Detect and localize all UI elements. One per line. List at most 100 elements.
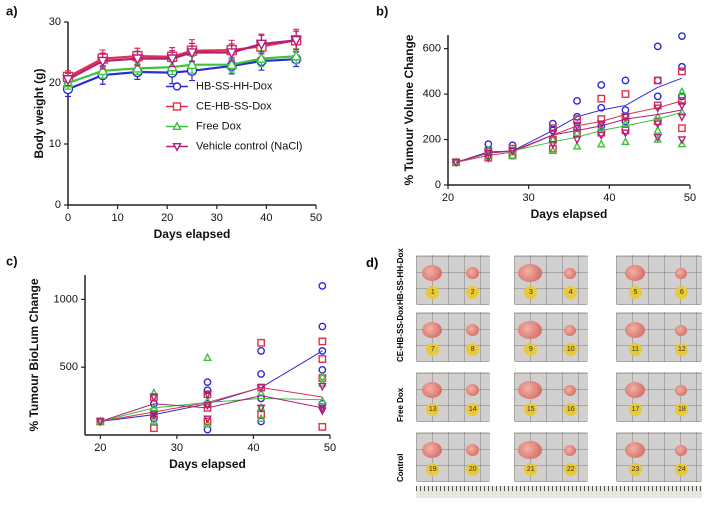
data-point <box>97 56 109 68</box>
replicate-point <box>149 393 159 403</box>
panel-label: a) <box>6 3 18 18</box>
tumour <box>465 384 479 396</box>
data-point <box>255 52 268 63</box>
tag: 17 <box>628 403 642 416</box>
replicate-point <box>653 125 663 134</box>
x-axis-title: Days elapsed <box>154 227 231 241</box>
tag: 4 <box>564 286 578 299</box>
tumour <box>675 324 688 336</box>
tag: 24 <box>675 463 689 476</box>
replicate-point <box>653 134 663 143</box>
photo: 15 16 <box>514 372 588 422</box>
x-tick-label: 30 <box>211 212 223 224</box>
legend-label: HB-SS-HH-Dox <box>196 80 273 92</box>
replicate-point <box>318 322 327 331</box>
replicate-point <box>621 113 630 122</box>
replicate-point <box>572 141 582 150</box>
tumour <box>624 442 645 458</box>
tumour <box>422 382 443 398</box>
tumour <box>564 324 577 336</box>
tumour <box>624 322 645 338</box>
replicate-point <box>256 404 266 413</box>
replicate-point <box>149 416 159 425</box>
replicate-point <box>621 136 630 146</box>
tag: 19 <box>426 463 440 476</box>
x-tick-label: 20 <box>442 192 454 204</box>
replicate-point <box>653 76 662 85</box>
series-line <box>67 39 297 81</box>
photo: 9 10 <box>514 312 588 362</box>
tumour <box>465 267 479 279</box>
replicate-point <box>548 140 558 150</box>
replicate-point <box>318 281 327 290</box>
replicate-point <box>508 147 517 156</box>
replicate-point <box>203 386 212 395</box>
y-tick-label: 0 <box>55 199 61 211</box>
replicate-point <box>203 396 212 405</box>
tumour <box>465 444 479 456</box>
x-tick-label: 30 <box>171 442 183 454</box>
replicate-point <box>149 411 159 420</box>
replicate-point <box>678 67 686 76</box>
replicate-point <box>317 371 327 380</box>
x-tick-label: 0 <box>65 212 71 224</box>
replicate-point <box>573 124 581 133</box>
replicate-point <box>203 419 212 428</box>
replicate-point <box>653 76 662 85</box>
tumour <box>624 382 645 398</box>
tag: 16 <box>564 403 578 416</box>
replicate-point <box>203 401 212 411</box>
tag: 1 <box>426 286 440 299</box>
tumour <box>564 384 577 396</box>
replicate-point <box>548 119 557 128</box>
replicate-point <box>149 387 159 397</box>
replicate-point <box>572 136 582 145</box>
tag: 2 <box>466 286 480 299</box>
replicate-point <box>203 391 212 400</box>
photo: 13 14 <box>416 372 490 422</box>
replicate-point <box>596 139 606 148</box>
tumour <box>518 264 543 282</box>
tumour <box>518 441 543 459</box>
photo: 23 24 <box>616 432 702 482</box>
replicate-point <box>317 407 327 416</box>
y-tick-label: 400 <box>423 88 441 100</box>
replicate-point <box>483 154 493 163</box>
y-tick-label: 10 <box>49 138 61 150</box>
replicate-point <box>573 97 581 105</box>
row-label: Free Dox <box>396 387 405 422</box>
x-axis-title: Days elapsed <box>169 457 246 471</box>
x-tick-label: 30 <box>523 192 535 204</box>
replicate-point <box>318 337 327 346</box>
replicate-point <box>203 352 212 361</box>
panel-label: b) <box>376 3 388 18</box>
replicate-point <box>256 384 266 393</box>
replicate-point <box>257 370 265 378</box>
replicate-point <box>677 139 687 148</box>
legend-marker <box>172 82 182 91</box>
y-tick-label: 30 <box>49 16 61 28</box>
data-point <box>97 64 109 76</box>
tumour <box>518 381 543 399</box>
tumour <box>675 444 688 456</box>
x-axis-title: Days elapsed <box>531 207 608 221</box>
replicate-point <box>621 117 630 126</box>
y-axis-title: % Tumour Volume Change <box>402 34 416 185</box>
replicate-point <box>150 414 158 423</box>
replicate-point <box>572 127 582 136</box>
data-point <box>131 54 144 66</box>
replicate-point <box>548 124 557 133</box>
replicate-point <box>317 382 327 392</box>
legend-marker <box>172 121 182 131</box>
tag: 5 <box>628 286 642 299</box>
replicate-point <box>678 32 686 41</box>
x-tick-label: 50 <box>310 212 322 224</box>
tag: 13 <box>426 403 440 416</box>
replicate-point <box>597 94 606 103</box>
data-point <box>226 48 238 59</box>
replicate-point <box>548 145 558 155</box>
tumour <box>518 321 543 339</box>
